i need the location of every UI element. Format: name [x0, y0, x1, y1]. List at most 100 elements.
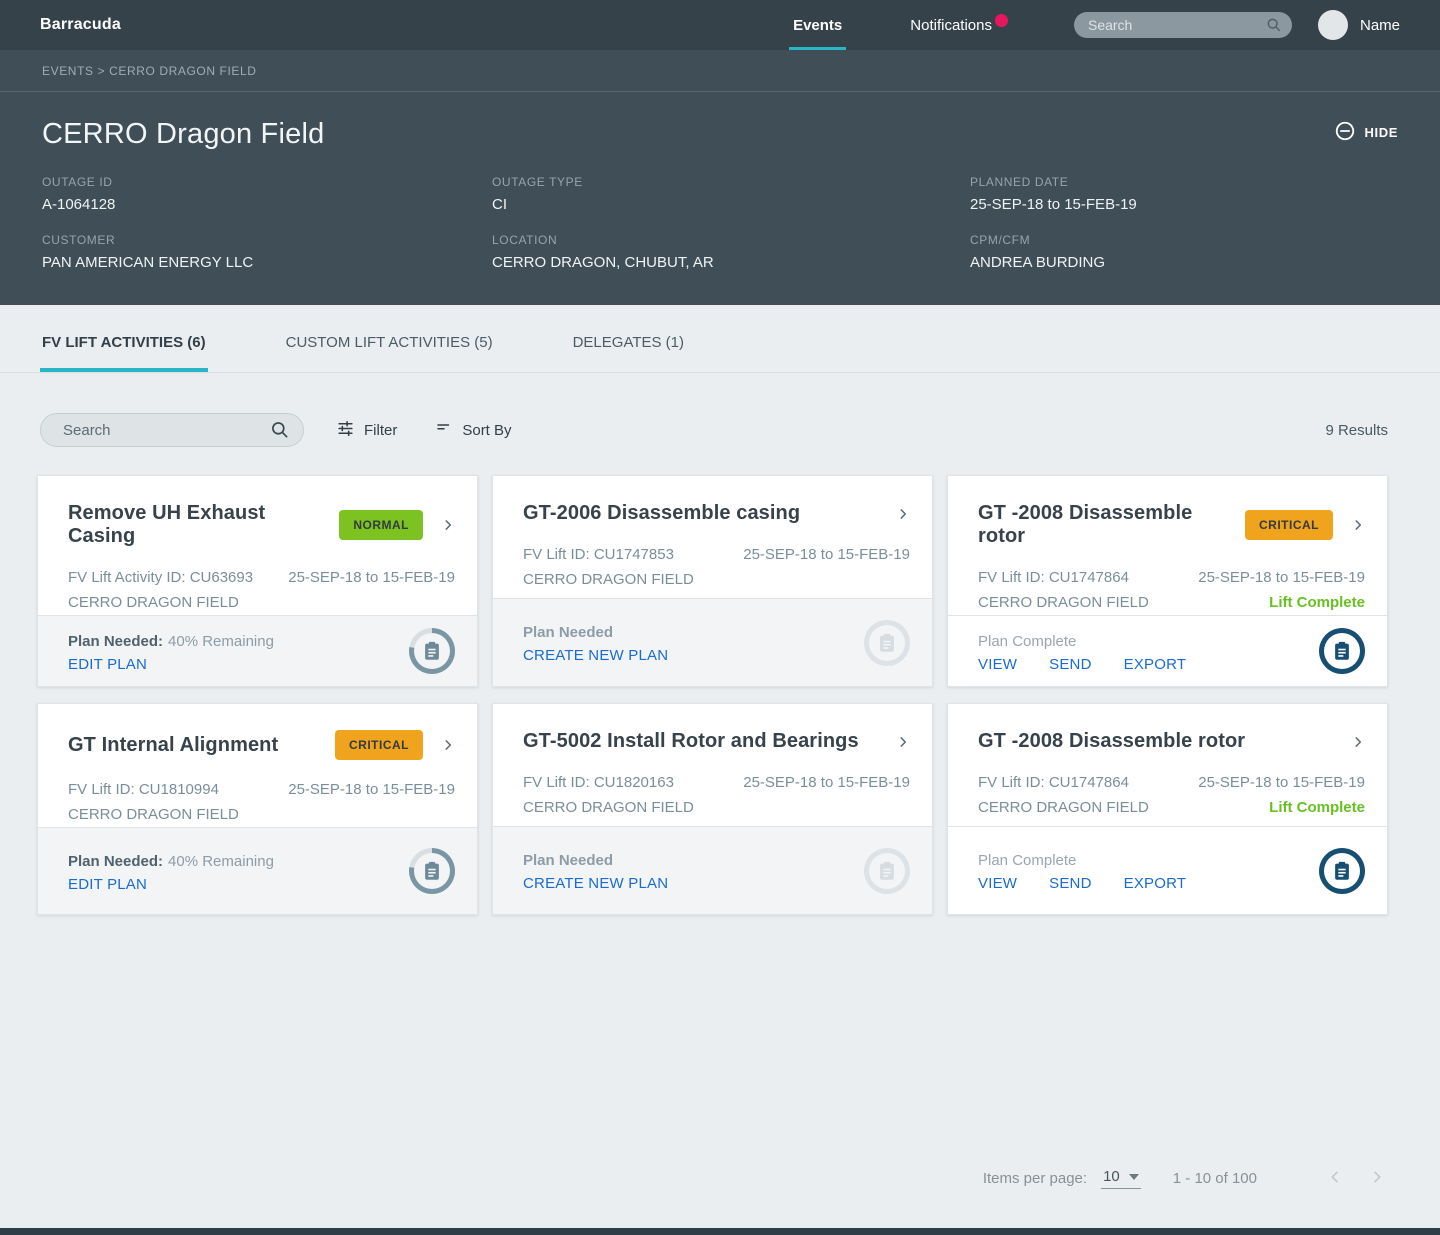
card-title: GT-2006 Disassemble casing	[523, 502, 801, 524]
field-value: ANDREA BURDING	[970, 254, 1106, 271]
view-link[interactable]: VIEW	[978, 875, 1018, 892]
card-title: GT-5002 Install Rotor and Bearings	[523, 730, 859, 752]
results-count: 9 Results	[1325, 421, 1388, 439]
activity-search-input[interactable]	[40, 413, 304, 447]
sort-label: Sort By	[462, 421, 512, 439]
field-label: LOCATION	[492, 233, 558, 247]
plan-complete-icon[interactable]	[1319, 628, 1365, 674]
field-value: PAN AMERICAN ENERGY LLC	[42, 254, 254, 271]
field-customer: CUSTOMER PAN AMERICAN ENERGY LLC	[42, 233, 492, 271]
lift-id: FV Lift Activity ID: CU63693	[68, 569, 254, 586]
items-per-page-select[interactable]: 10	[1101, 1168, 1141, 1189]
nav-item-notifications[interactable]: Notifications	[906, 0, 1012, 50]
global-search	[1073, 12, 1292, 38]
global-search-input[interactable]	[1073, 12, 1292, 38]
activity-card: GT-5002 Install Rotor and Bearings FV Li…	[492, 703, 933, 915]
activity-card: Remove UH Exhaust Casing NORMAL FV Lift …	[37, 475, 478, 687]
filter-button[interactable]: Filter	[336, 419, 397, 442]
lift-id: FV Lift ID: CU1810994	[68, 781, 219, 798]
field-outage-type: OUTAGE TYPE CI	[492, 175, 970, 213]
breadcrumb[interactable]: EVENTS > CERRO DRAGON FIELD	[0, 50, 1440, 92]
card-title: GT -2008 Disassemble rotor	[978, 502, 1193, 547]
field-label: OUTAGE ID	[42, 175, 113, 189]
lift-complete-status: Lift Complete	[1269, 594, 1365, 611]
lift-complete-status: Lift Complete	[1269, 799, 1365, 816]
field-outage-id: OUTAGE ID A-1064128	[42, 175, 492, 213]
nav-item-events[interactable]: Events	[789, 0, 847, 50]
export-link[interactable]: EXPORT	[1123, 655, 1187, 673]
plan-status: Plan Needed: 40% Remaining	[68, 852, 274, 870]
brand-logo: Barracuda	[40, 16, 121, 33]
lift-id: FV Lift ID: CU1747853	[523, 546, 674, 563]
location: CERRO DRAGON FIELD	[68, 806, 239, 823]
date-range: 25-SEP-18 to 15-FEB-19	[743, 774, 910, 791]
activity-card: GT-2006 Disassemble casing FV Lift ID: C…	[492, 475, 933, 687]
card-title: GT Internal Alignment	[68, 733, 279, 756]
tab-fv-lift-activities[interactable]: FV LIFT ACTIVITIES (6)	[40, 305, 208, 372]
plan-status: Plan Complete	[978, 632, 1077, 650]
bottom-bar	[0, 1228, 1440, 1235]
priority-badge-critical: CRITICAL	[1245, 510, 1333, 540]
activity-card: GT -2008 Disassemble rotor CRITICAL FV L…	[947, 475, 1388, 687]
next-page-button[interactable]	[1369, 1169, 1385, 1188]
event-detail-header: CERRO Dragon Field HIDE OUTAGE ID A-1064…	[0, 92, 1440, 305]
hide-button-label: HIDE	[1364, 125, 1398, 140]
chevron-right-icon[interactable]	[896, 735, 910, 749]
lift-id: FV Lift ID: CU1747864	[978, 774, 1129, 791]
plan-status: Plan Needed: 40% Remaining	[68, 632, 274, 650]
date-range: 25-SEP-18 to 15-FEB-19	[1198, 569, 1365, 586]
tab-delegates[interactable]: DELEGATES (1)	[571, 305, 686, 372]
chevron-right-icon[interactable]	[441, 518, 455, 532]
priority-badge-normal: NORMAL	[339, 510, 423, 540]
plan-disabled-icon	[864, 847, 910, 894]
previous-page-button[interactable]	[1327, 1169, 1343, 1188]
card-title: Remove UH Exhaust Casing	[68, 502, 266, 547]
minus-circle-icon	[1334, 120, 1356, 145]
date-range: 25-SEP-18 to 15-FEB-19	[288, 781, 455, 798]
priority-badge-critical: CRITICAL	[335, 730, 423, 760]
edit-plan-link[interactable]: EDIT PLAN	[68, 655, 148, 673]
chevron-right-icon[interactable]	[1351, 518, 1365, 532]
user-menu[interactable]: Name	[1317, 10, 1400, 40]
chevron-right-icon[interactable]	[896, 507, 910, 521]
date-range: 25-SEP-18 to 15-FEB-19	[1198, 774, 1365, 791]
page-title: CERRO Dragon Field	[42, 118, 325, 150]
field-location: LOCATION CERRO DRAGON, CHUBUT, AR	[492, 233, 970, 271]
search-icon	[270, 420, 290, 445]
avatar	[1317, 10, 1348, 40]
send-link[interactable]: SEND	[1049, 655, 1092, 673]
field-planned-date: PLANNED DATE 25-SEP-18 to 15-FEB-19	[970, 175, 1398, 213]
items-per-page-value: 10	[1103, 1168, 1120, 1185]
nav-notifications-label: Notifications	[910, 16, 992, 34]
date-range: 25-SEP-18 to 15-FEB-19	[288, 569, 455, 586]
hide-button[interactable]: HIDE	[1334, 120, 1398, 145]
chevron-right-icon[interactable]	[441, 738, 455, 752]
chevron-right-icon[interactable]	[1351, 735, 1365, 749]
list-toolbar: Filter Sort By 9 Results	[0, 413, 1440, 447]
plan-progress-icon[interactable]	[409, 848, 455, 894]
location: CERRO DRAGON FIELD	[68, 594, 239, 611]
export-link[interactable]: EXPORT	[1123, 875, 1187, 892]
page-range: 1 - 10 of 100	[1172, 1170, 1257, 1187]
sort-button[interactable]: Sort By	[435, 419, 512, 441]
field-label: PLANNED DATE	[970, 175, 1069, 189]
plan-status: Plan Needed	[523, 852, 614, 869]
chevron-down-icon	[1128, 1173, 1139, 1180]
field-label: CUSTOMER	[42, 233, 116, 247]
search-icon	[1266, 17, 1282, 38]
plan-progress-icon[interactable]	[409, 628, 455, 674]
tab-custom-lift-activities[interactable]: CUSTOM LIFT ACTIVITIES (5)	[284, 305, 495, 372]
field-value: 25-SEP-18 to 15-FEB-19	[970, 196, 1137, 213]
edit-plan-link[interactable]: EDIT PLAN	[68, 875, 148, 893]
create-new-plan-link[interactable]: CREATE NEW PLAN	[523, 647, 669, 664]
send-link[interactable]: SEND	[1049, 875, 1092, 892]
filter-sliders-icon	[336, 419, 355, 442]
notification-badge-dot	[994, 13, 1008, 27]
plan-complete-icon[interactable]	[1319, 847, 1365, 894]
view-link[interactable]: VIEW	[978, 655, 1018, 673]
card-title: GT -2008 Disassemble rotor	[978, 730, 1246, 752]
tab-bar: FV LIFT ACTIVITIES (6) CUSTOM LIFT ACTIV…	[0, 305, 1440, 373]
field-cpm-cfm: CPM/CFM ANDREA BURDING	[970, 233, 1398, 271]
create-new-plan-link[interactable]: CREATE NEW PLAN	[523, 875, 669, 892]
plan-status: Plan Needed	[523, 624, 614, 641]
